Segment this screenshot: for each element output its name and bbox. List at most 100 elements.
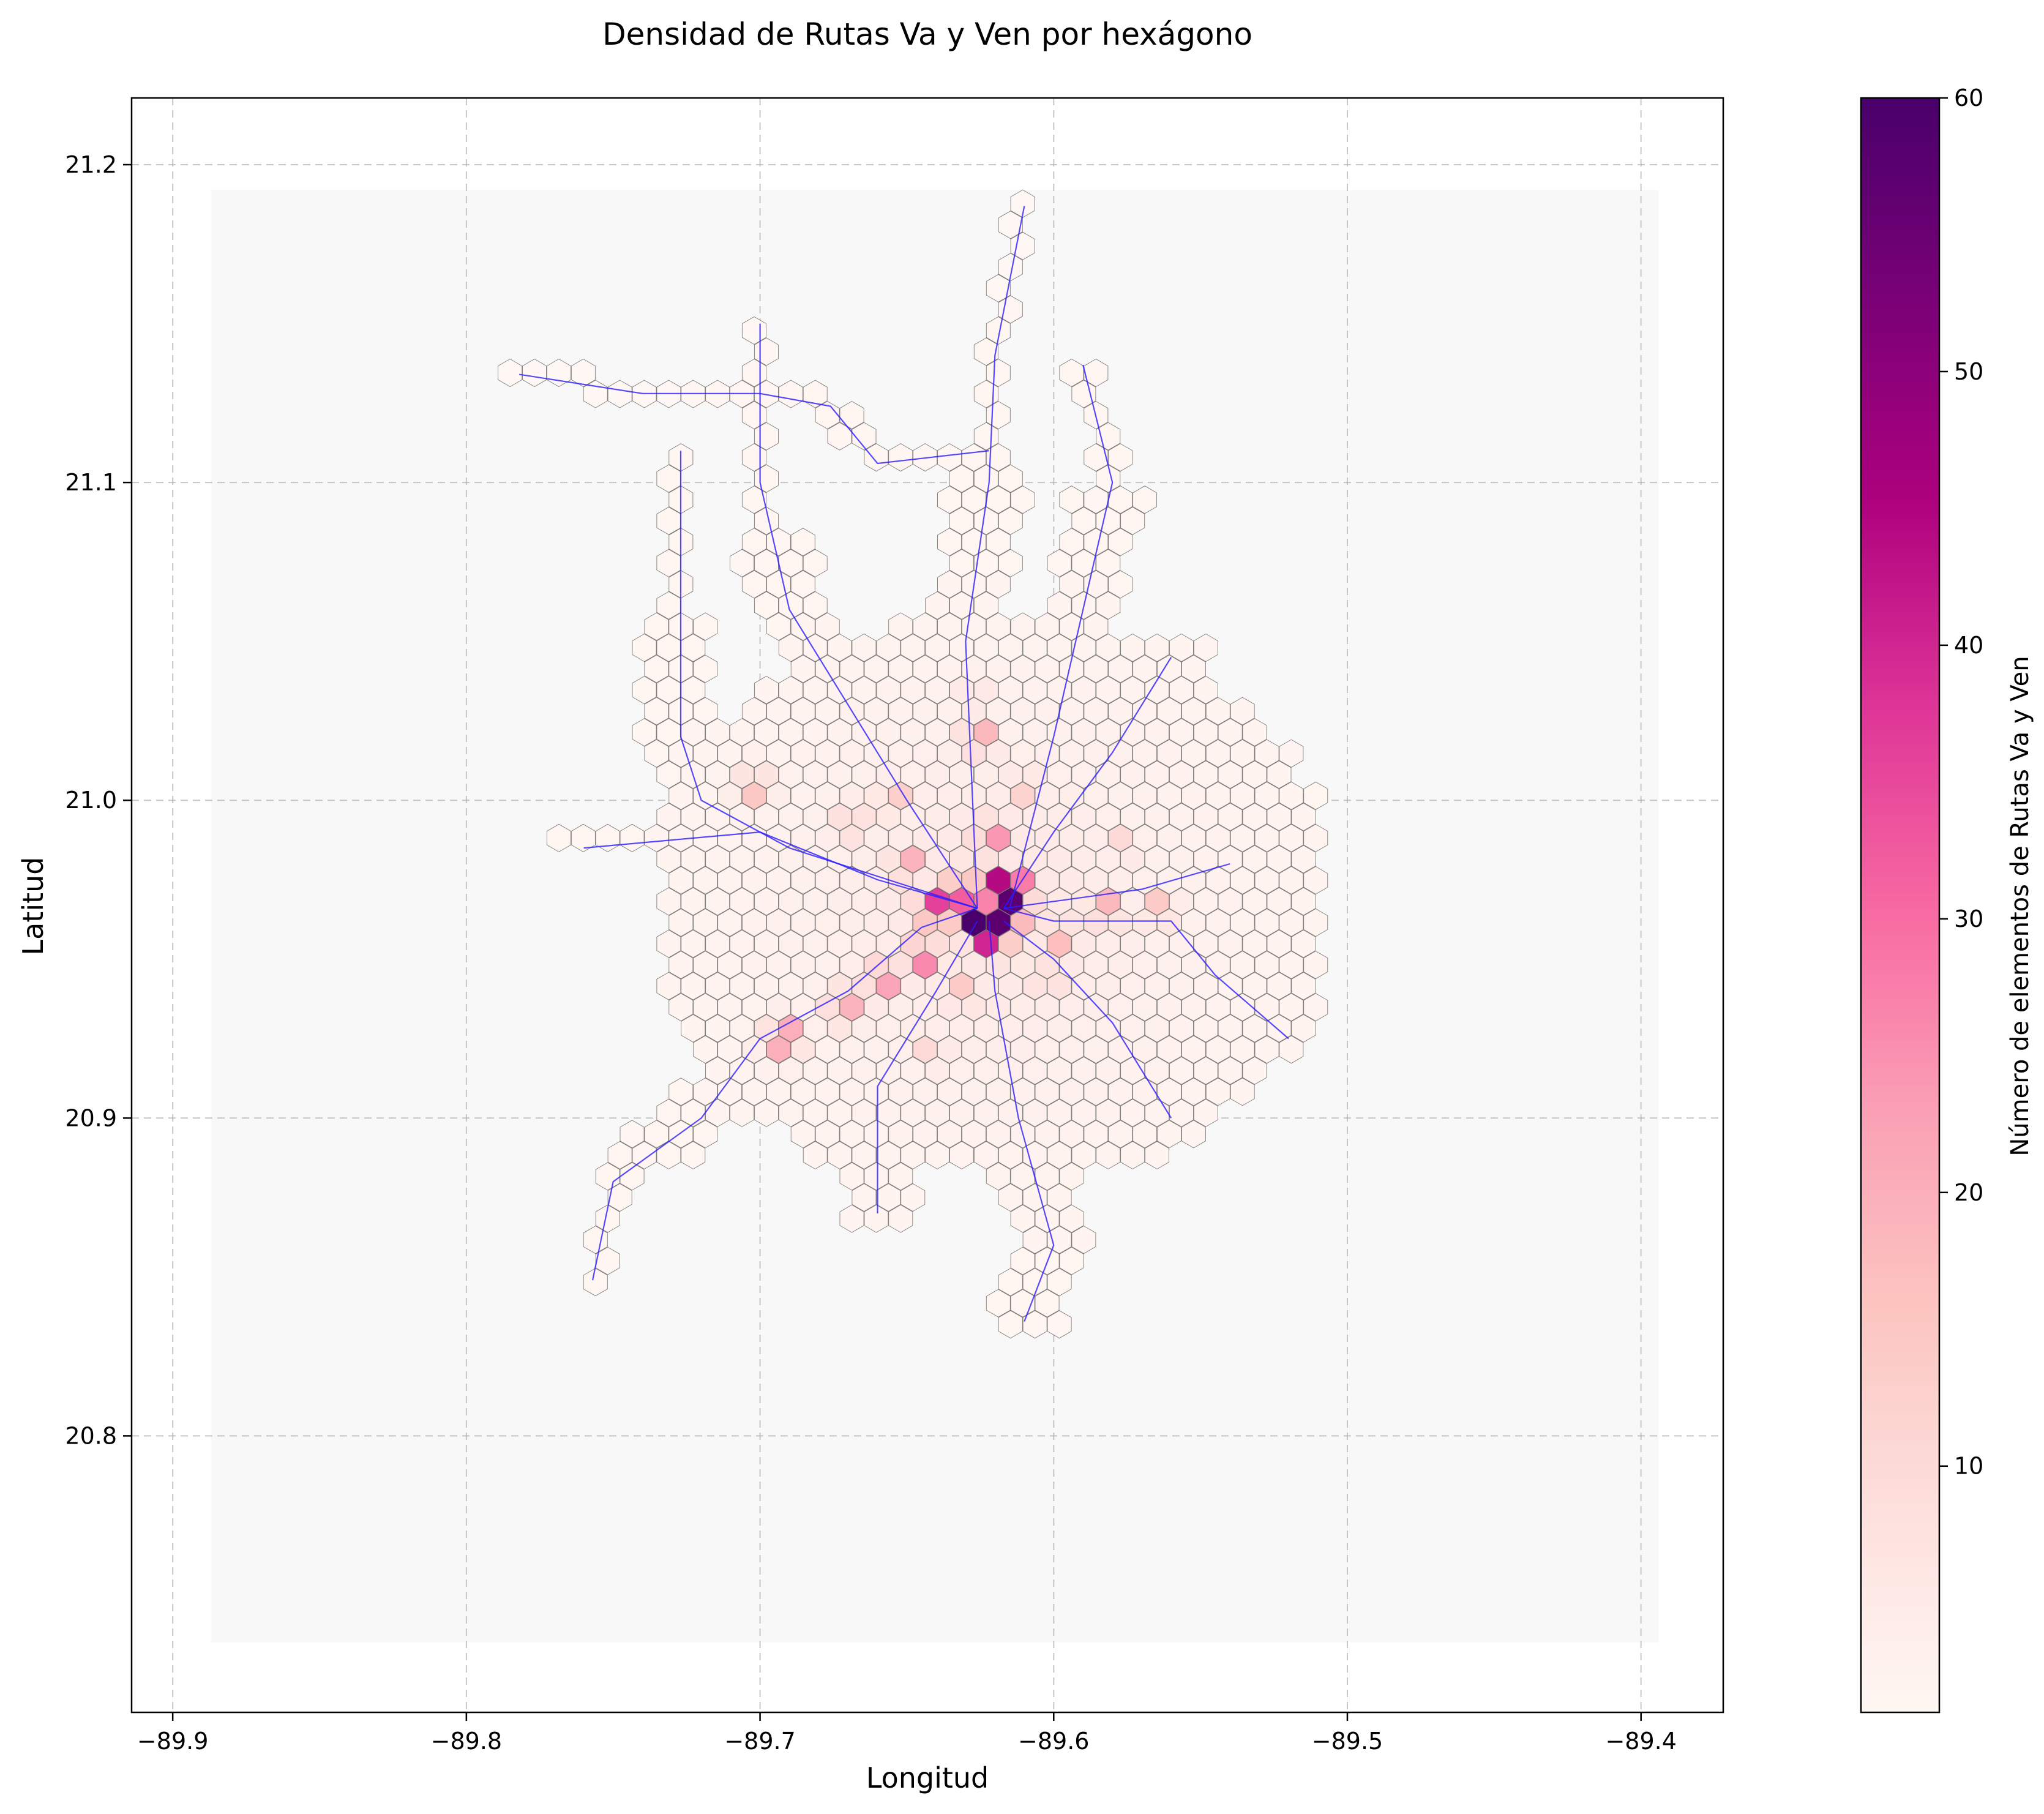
hex-cell [1230, 697, 1255, 725]
hex-cell [888, 993, 913, 1022]
hex-cell [900, 929, 926, 958]
hex-cell [1035, 1035, 1060, 1064]
hex-cell [1108, 654, 1133, 683]
hex-cell [632, 675, 657, 705]
hex-cell [839, 400, 864, 430]
hex-cell [1193, 887, 1218, 916]
hex-cell [925, 760, 950, 789]
hex-cell [656, 845, 681, 874]
hex-cell [888, 1204, 913, 1233]
colorbar-frame [1860, 97, 1941, 1714]
hex-cell [1084, 739, 1109, 768]
y-axis-ticks: 20.8 20.9 21.0 21.1 21.2 [65, 151, 132, 1449]
hex-cell [583, 1225, 608, 1254]
hex-cell [986, 866, 1011, 895]
hex-cell [1120, 972, 1145, 1000]
x-axis-label: Longitud [866, 1761, 989, 1794]
hex-cell [864, 993, 889, 1022]
hex-cell [949, 1141, 974, 1170]
hex-cell [1047, 633, 1072, 662]
hex-cell [1193, 1098, 1218, 1127]
hex-cell [1071, 1225, 1096, 1254]
hex-cell [1035, 654, 1060, 683]
x-tick-label: −89.7 [724, 1728, 795, 1755]
hex-cell [1218, 1056, 1243, 1085]
hex-cell [1205, 823, 1230, 852]
hex-cell [973, 1141, 998, 1170]
hex-cell [730, 549, 755, 577]
hex-cell [852, 1098, 877, 1127]
hex-cell [1022, 1183, 1047, 1212]
hex-cell [1132, 1120, 1158, 1149]
hex-cell [852, 887, 877, 916]
hex-cell [1205, 908, 1230, 937]
hex-cell [741, 570, 766, 599]
plot-frame [130, 97, 1724, 1714]
hex-cell [986, 358, 1011, 388]
hex-cell [1279, 950, 1304, 980]
hex-cell [1193, 675, 1218, 705]
hex-cell [900, 675, 926, 705]
hex-cell [681, 972, 706, 1000]
hex-cell [1181, 697, 1206, 725]
hex-cell [852, 972, 877, 1000]
hex-cell [1303, 866, 1328, 895]
hex-cell [839, 993, 864, 1022]
hex-cell [1120, 506, 1145, 535]
hex-cell [961, 993, 986, 1022]
hex-cell [595, 1162, 620, 1191]
hex-cell [668, 993, 694, 1022]
hex-cell [754, 929, 779, 958]
hex-cell [913, 654, 938, 683]
hex-cell [815, 400, 840, 430]
hex-cell [1059, 654, 1084, 683]
hex-cell [1010, 1246, 1035, 1275]
hex-cell [644, 739, 669, 768]
hex-cell [961, 781, 986, 810]
hex-cell [876, 1014, 901, 1043]
hex-cell [1010, 739, 1035, 768]
hex-cell [1205, 781, 1230, 810]
hex-cell [1010, 612, 1035, 641]
hex-cell [1010, 697, 1035, 725]
hex-cell [1096, 1014, 1121, 1043]
hex-cell [1047, 549, 1072, 577]
hex-cell [1047, 1268, 1072, 1297]
hex-cell [1267, 760, 1292, 789]
hex-cell [925, 633, 950, 662]
hex-cell [1084, 866, 1109, 895]
hex-cell [1230, 993, 1255, 1022]
hex-cell [1120, 1056, 1145, 1085]
hex-cell [1096, 972, 1121, 1000]
hex-cell [790, 1078, 815, 1106]
hex-cell [827, 887, 852, 916]
hex-cell [681, 1014, 706, 1043]
hex-cell [1181, 1120, 1206, 1149]
hex-cell [1022, 1225, 1047, 1254]
hex-cell [961, 866, 986, 895]
hex-cell [1120, 1014, 1145, 1043]
hex-cell [803, 549, 828, 577]
chart-title: Densidad de Rutas Va y Ven por hexágono [602, 17, 1252, 52]
hex-cell [852, 929, 877, 958]
hex-cell [876, 803, 901, 831]
hex-cell [1022, 1056, 1047, 1085]
route-line-sur-2 [877, 920, 978, 1213]
hex-cell [839, 823, 864, 852]
hex-cell [973, 591, 998, 620]
hex-cell [986, 485, 1011, 514]
hex-cell [1071, 675, 1096, 705]
hex-cell [1010, 654, 1035, 683]
hex-cell [925, 1056, 950, 1085]
hex-cell [864, 697, 889, 725]
hex-cell [668, 1120, 694, 1149]
hex-cell [803, 1098, 828, 1127]
hex-cell [730, 1014, 755, 1043]
hex-cell [815, 739, 840, 768]
hex-cell [754, 972, 779, 1000]
hex-cell [1303, 993, 1328, 1022]
hex-cell [937, 739, 962, 768]
hex-cell [925, 845, 950, 874]
hex-cell [803, 1056, 828, 1085]
hex-cell [1254, 950, 1279, 980]
